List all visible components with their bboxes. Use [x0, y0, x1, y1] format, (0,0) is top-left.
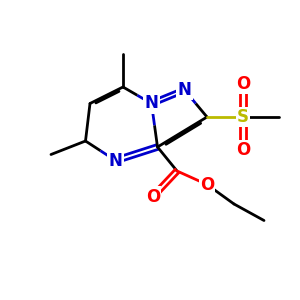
Text: N: N	[109, 152, 122, 169]
Text: O: O	[236, 141, 250, 159]
Text: S: S	[237, 108, 249, 126]
Text: O: O	[200, 176, 214, 194]
Text: O: O	[236, 75, 250, 93]
Text: N: N	[178, 81, 191, 99]
Text: N: N	[145, 94, 158, 112]
Text: O: O	[146, 188, 160, 206]
